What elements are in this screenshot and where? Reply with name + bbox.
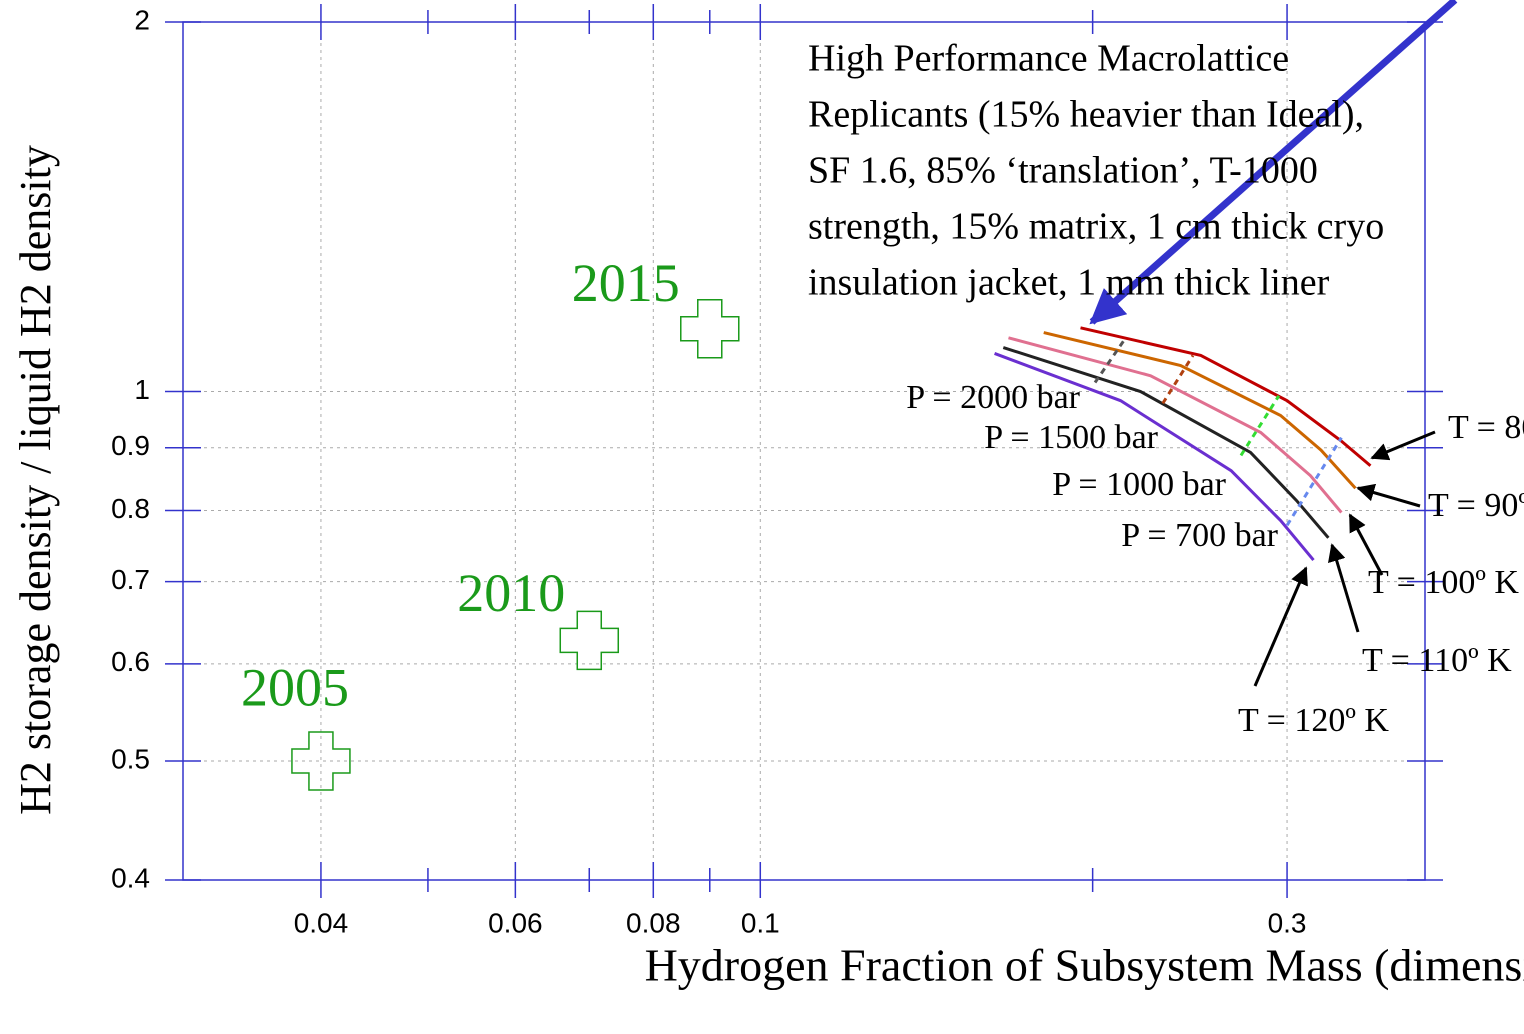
arrow <box>1328 543 1360 633</box>
y-axis-label: H2 storage density / liquid H2 density <box>11 145 60 815</box>
y-tick-label: 0.8 <box>111 493 150 524</box>
y-tick-label: 1 <box>134 374 150 405</box>
curve-label: T = 100º K <box>1368 564 1519 601</box>
curve <box>1008 336 1343 514</box>
isobar-label: P = 700 bar <box>1121 517 1278 554</box>
isobar <box>1093 337 1127 384</box>
curve-label: T = 90º K <box>1428 487 1524 524</box>
arrow <box>1253 566 1308 687</box>
plot-frame <box>182 21 1426 881</box>
x-tick-label: 0.3 <box>1268 907 1307 938</box>
arrows <box>1253 430 1436 687</box>
curve-label: T = 80º K <box>1448 409 1524 446</box>
point-label: 2010 <box>457 563 565 623</box>
annotation-line: strength, 15% matrix, 1 cm thick cryo <box>808 206 1384 248</box>
x-tick-label: 0.06 <box>488 907 543 938</box>
curve <box>1080 326 1372 467</box>
isobar <box>1161 354 1195 405</box>
curve <box>1043 331 1357 490</box>
point-label: 2015 <box>572 253 680 313</box>
curve <box>1002 346 1330 539</box>
y-tick-label: 0.9 <box>111 430 150 461</box>
x-tick-label: 0.08 <box>626 907 681 938</box>
annotation-line: insulation jacket, 1 mm thick liner <box>808 262 1330 304</box>
point <box>680 298 740 359</box>
arrow <box>1370 430 1436 461</box>
isobar <box>1239 394 1281 457</box>
ticks <box>165 4 1443 898</box>
isobar-label: P = 1500 bar <box>984 419 1158 456</box>
arrow <box>1356 483 1421 508</box>
x-tick-label: 0.04 <box>294 907 349 938</box>
isobar-label: P = 2000 bar <box>906 379 1080 416</box>
pointer-arrow <box>1089 0 1458 325</box>
point <box>291 731 351 791</box>
y-tick-label: 2 <box>134 4 150 35</box>
annotation-line: Replicants (15% heavier than Ideal), <box>808 94 1364 136</box>
arrow <box>1348 513 1384 576</box>
x-axis-label: Hydrogen Fraction of Subsystem Mass (dim… <box>645 940 1524 991</box>
labels: 0.4 0.5 0.6 0.7 0.8 0.9 1 2 0.04 0.06 0.08 0.1 0.3 Hi… <box>111 4 1524 938</box>
y-tick-label: 0.5 <box>111 743 150 774</box>
curve-label: T = 120º K <box>1238 702 1389 739</box>
curve-label: T = 110º K <box>1362 642 1512 679</box>
grid <box>183 21 1425 881</box>
isobar-label: P = 1000 bar <box>1052 466 1226 503</box>
y-tick-label: 0.6 <box>111 646 150 677</box>
y-tick-label: 0.7 <box>111 564 150 595</box>
annotation-line: SF 1.6, 85% ‘translation’, T-1000 <box>808 150 1318 192</box>
marks <box>291 298 1372 791</box>
point <box>559 610 620 671</box>
curve <box>994 352 1315 561</box>
y-tick-label: 0.4 <box>111 862 150 893</box>
x-tick-label: 0.1 <box>741 907 780 938</box>
point-label: 2005 <box>241 657 349 717</box>
annotation-line: High Performance Macrolattice <box>808 38 1289 80</box>
